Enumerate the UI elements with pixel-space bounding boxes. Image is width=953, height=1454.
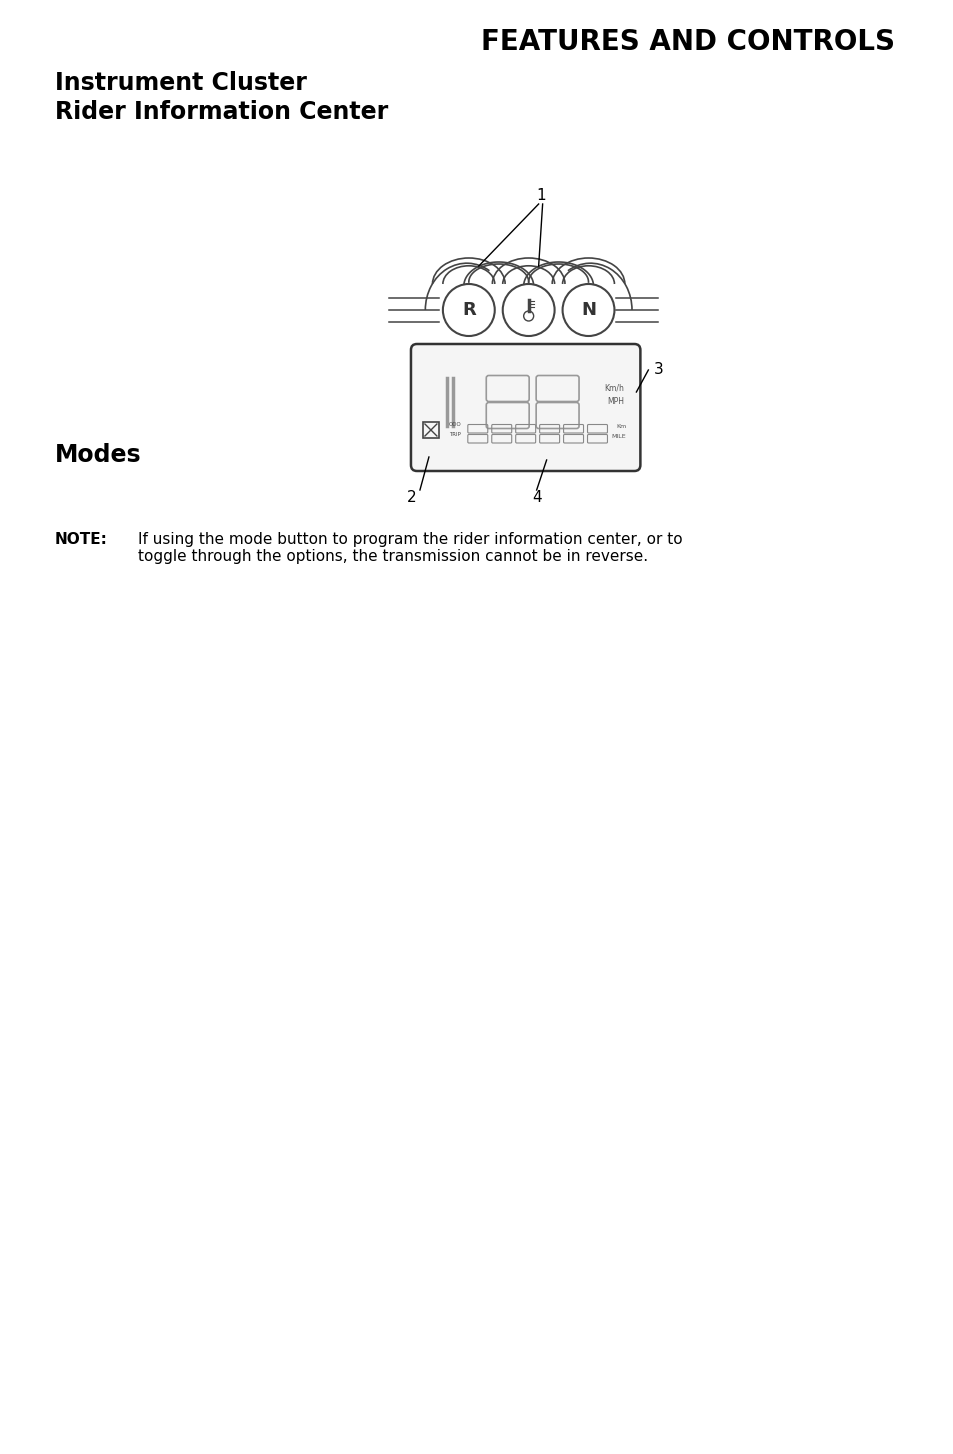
Circle shape	[562, 284, 614, 336]
Circle shape	[502, 284, 554, 336]
Text: MILE: MILE	[611, 433, 626, 439]
Text: 4: 4	[531, 490, 541, 506]
Circle shape	[442, 284, 495, 336]
Text: N: N	[580, 301, 596, 318]
Text: FEATURES AND CONTROLS: FEATURES AND CONTROLS	[480, 28, 894, 57]
Text: MPH: MPH	[607, 397, 624, 407]
Text: NOTE:: NOTE:	[55, 532, 108, 547]
Text: Modes: Modes	[55, 443, 141, 467]
Text: ODO: ODO	[449, 422, 461, 426]
Text: 3: 3	[653, 362, 662, 378]
Text: TRIP: TRIP	[449, 432, 460, 436]
Text: Km: Km	[616, 423, 626, 429]
Text: Instrument Cluster: Instrument Cluster	[55, 71, 307, 95]
Text: 2: 2	[407, 490, 416, 506]
FancyBboxPatch shape	[411, 345, 639, 471]
Text: 1: 1	[536, 189, 545, 204]
Text: Km/h: Km/h	[604, 384, 624, 393]
Text: R: R	[461, 301, 476, 318]
Text: Rider Information Center: Rider Information Center	[55, 100, 388, 124]
Text: If using the mode button to program the rider information center, or to
toggle t: If using the mode button to program the …	[137, 532, 681, 564]
